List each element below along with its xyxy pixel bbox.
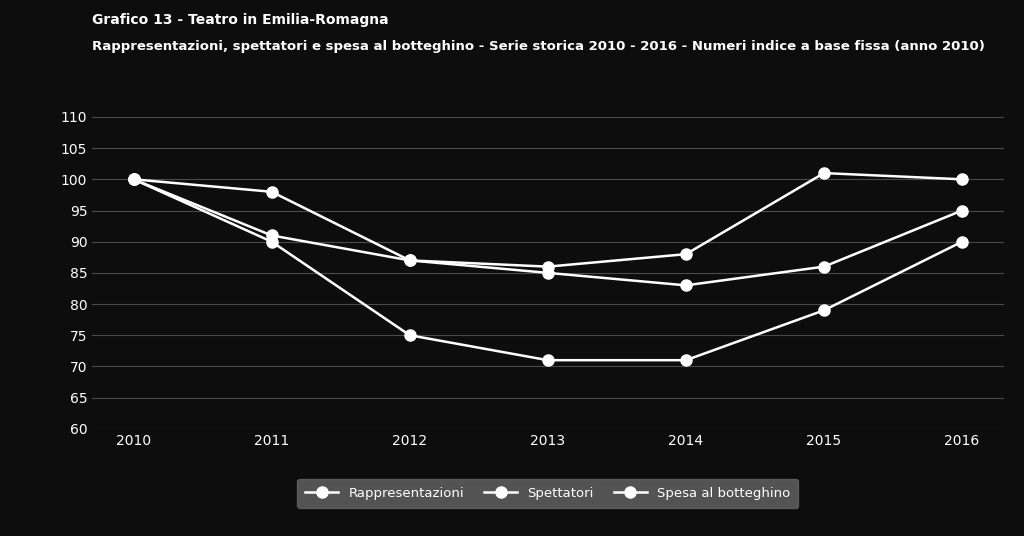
Spettatori [818,263,830,270]
Rappresentazioni [956,176,969,183]
Spesa al botteghino [818,307,830,314]
Spettatori [403,257,416,264]
Spesa al botteghino [403,332,416,338]
Line: Rappresentazioni: Rappresentazioni [128,168,968,272]
Spettatori [265,232,278,239]
Spettatori [542,270,554,276]
Rappresentazioni [403,257,416,264]
Legend: Rappresentazioni, Spettatori, Spesa al botteghino: Rappresentazioni, Spettatori, Spesa al b… [297,479,799,508]
Text: Rappresentazioni, spettatori e spesa al botteghino - Serie storica 2010 - 2016 -: Rappresentazioni, spettatori e spesa al … [92,40,985,53]
Text: Grafico 13 - Teatro in Emilia-Romagna: Grafico 13 - Teatro in Emilia-Romagna [92,13,389,27]
Rappresentazioni [127,176,139,183]
Spesa al botteghino [127,176,139,183]
Line: Spettatori: Spettatori [128,174,968,291]
Spesa al botteghino [542,357,554,363]
Rappresentazioni [680,251,692,257]
Spesa al botteghino [956,239,969,245]
Spettatori [956,207,969,214]
Spesa al botteghino [265,239,278,245]
Rappresentazioni [542,263,554,270]
Spettatori [127,176,139,183]
Line: Spesa al botteghino: Spesa al botteghino [128,174,968,366]
Spesa al botteghino [680,357,692,363]
Spettatori [680,282,692,288]
Rappresentazioni [265,189,278,195]
Rappresentazioni [818,170,830,176]
